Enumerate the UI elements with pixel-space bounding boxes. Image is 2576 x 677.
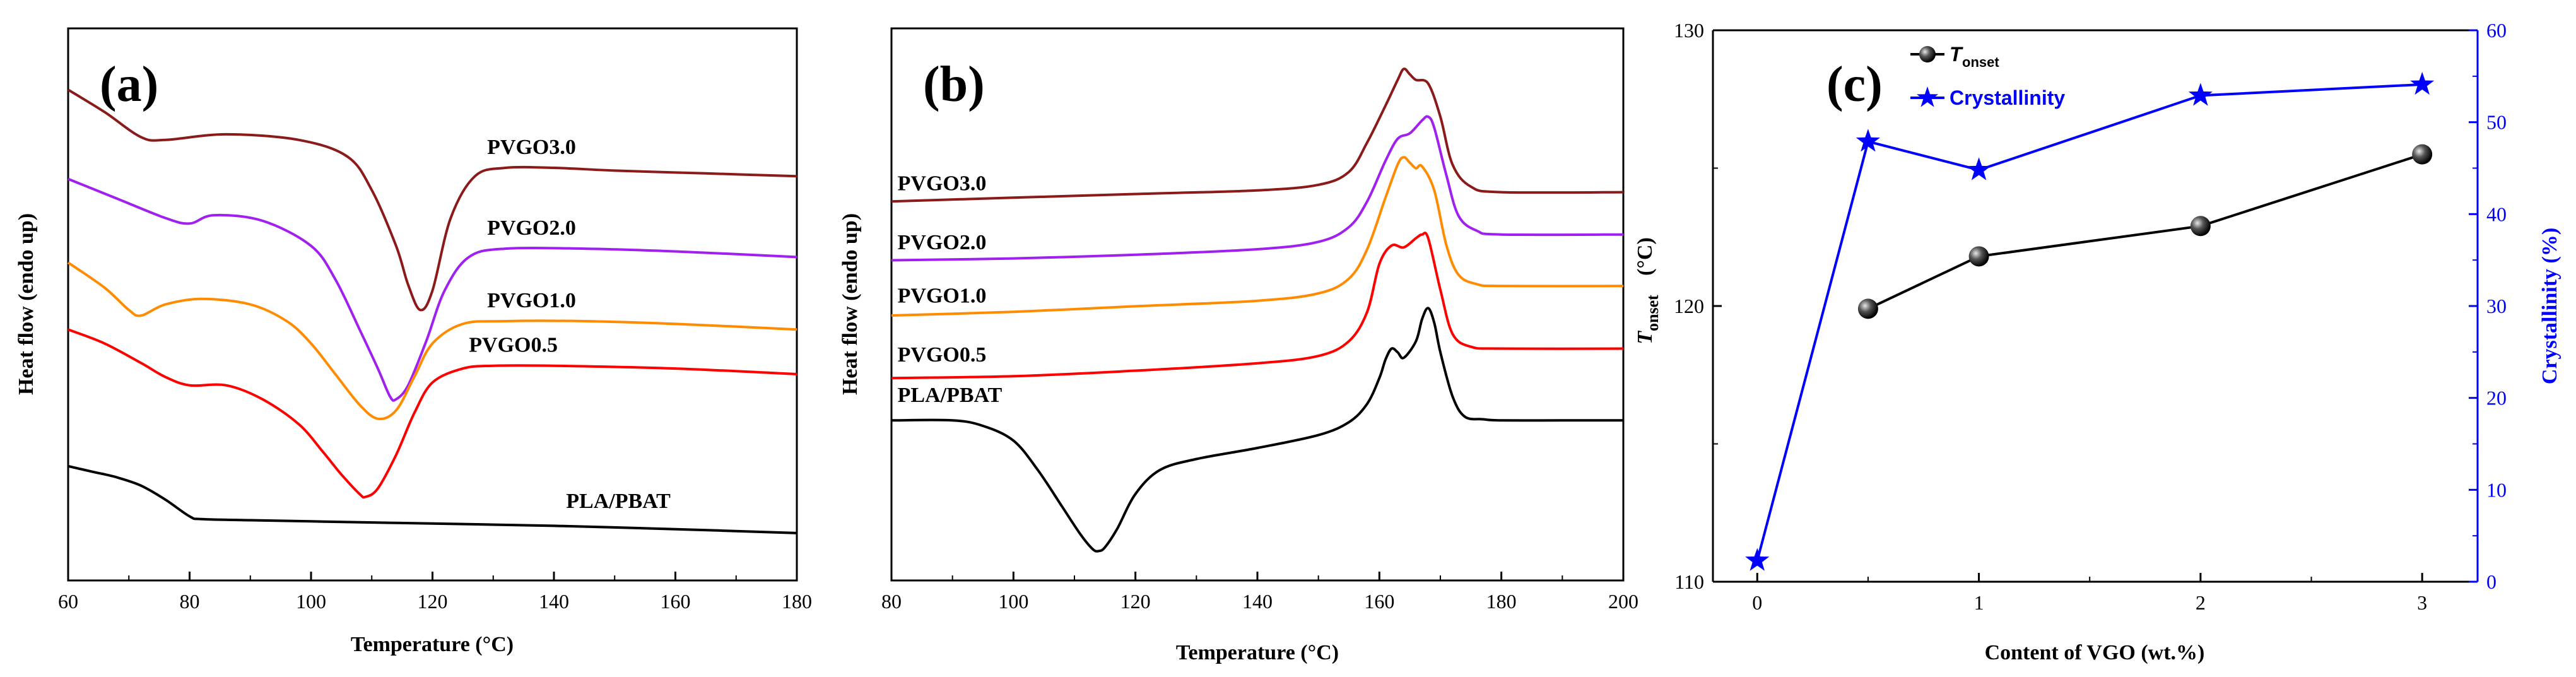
panel-a-frame xyxy=(67,27,798,582)
panel-a-series: PVGO3.0 PVGO2.0 PVGO1.0 PVGO0.5 PLA/PBAT xyxy=(67,88,797,534)
x-tick-label: 3 xyxy=(2417,591,2427,614)
panel-c-left-y-axis-label: T onset (°C) xyxy=(1633,237,1662,344)
x-tick-label: 60 xyxy=(58,590,78,613)
legend-crystallinity-marker xyxy=(1916,86,1939,107)
panel-a-label-pvgo0-5: PVGO0.5 xyxy=(469,334,558,357)
x-tick-label: 120 xyxy=(418,590,448,613)
panel-c-x-axis-label: Content of VGO (wt.%) xyxy=(1985,641,2205,664)
crystallinity-point xyxy=(2410,71,2435,95)
panel-c-right-y-axis-label: Crystallinity (%) xyxy=(2538,228,2561,384)
panel-b: (b) PVGO3.0 PVGO2.0 PVGO1.0 PVGO0.5 PLA/PBAT… xyxy=(838,27,1638,664)
x-tick-label: 0 xyxy=(1752,591,1762,614)
tonset-line xyxy=(1867,153,2423,310)
panel-b-label: (b) xyxy=(923,57,985,112)
panel-b-x-axis-label: Temperature (°C) xyxy=(1176,641,1339,664)
panel-a-x-axis-label: Temperature (°C) xyxy=(351,633,514,656)
panel-b-y-axis-label: Heat flow (endo up) xyxy=(838,213,862,395)
right-y-tick-label: 10 xyxy=(2486,478,2507,501)
left-y-tick-label: 130 xyxy=(1674,19,1704,42)
legend-tonset-marker xyxy=(1919,46,1936,62)
panel-b-curve-pla-pbat xyxy=(891,307,1623,553)
panel-c-legend: T onset Crystallinity xyxy=(1910,43,2065,109)
x-tick-label: 180 xyxy=(1486,590,1517,613)
panel-a-label: (a) xyxy=(100,57,158,112)
tonset-point xyxy=(1968,246,1989,267)
x-tick-label: 100 xyxy=(296,590,326,613)
right-y-tick-label: 20 xyxy=(2486,387,2507,409)
x-tick-label: 160 xyxy=(661,590,691,613)
panel-b-curve-pvgo1-0 xyxy=(891,156,1624,317)
right-y-tick-label: 40 xyxy=(2486,203,2507,225)
crystallinity-point xyxy=(1745,548,1770,571)
panel-b-label-pvgo1-0: PVGO1.0 xyxy=(898,285,987,308)
crystallinity-line xyxy=(1756,83,2423,562)
panel-a-curve-pvgo1-0 xyxy=(67,261,797,421)
panel-c-ticks: 0 1 2 3 110 120 130 0 10 20 30 40 50 60 xyxy=(1674,19,2507,614)
panel-b-curve-pvgo0-5 xyxy=(891,232,1624,380)
panel-a-curve-pvgo0-5 xyxy=(68,328,797,499)
crystallinity-point xyxy=(2188,83,2213,106)
crystallinity-point xyxy=(1967,157,1991,180)
panel-c-label: (c) xyxy=(1826,57,1883,112)
x-tick-label: 180 xyxy=(782,590,812,613)
right-y-tick-label: 60 xyxy=(2486,19,2507,42)
left-y-tick-label: 120 xyxy=(1674,295,1704,317)
x-tick-label: 80 xyxy=(180,590,200,613)
panel-b-label-pvgo2-0: PVGO2.0 xyxy=(898,231,987,254)
panel-a-label-pvgo1-0: PVGO1.0 xyxy=(487,289,576,312)
right-y-tick-label: 50 xyxy=(2486,111,2507,134)
x-tick-label: 200 xyxy=(1608,590,1638,613)
panel-b-curve-pvgo3-0 xyxy=(891,68,1624,203)
panel-a-label-pvgo2-0: PVGO2.0 xyxy=(487,216,576,240)
panel-a: (a) PVGO3.0 PVGO2.0 PVGO1.0 PVGO0.5 PLA/PBAT… xyxy=(15,27,812,656)
right-y-tick-label: 0 xyxy=(2486,570,2497,593)
panel-a-curve-pvgo3-0 xyxy=(67,88,797,312)
tonset-point xyxy=(2190,216,2211,237)
panel-a-curve-pla-pbat xyxy=(68,464,797,534)
panel-b-label-pvgo0-5: PVGO0.5 xyxy=(898,343,987,367)
panel-c-series xyxy=(1745,71,2435,571)
tonset-axis-label-unit: (°C) xyxy=(1633,237,1657,276)
tonset-axis-label-t: T xyxy=(1633,331,1657,344)
right-y-tick-label: 30 xyxy=(2486,295,2507,317)
tonset-point xyxy=(2412,144,2433,165)
tonset-point xyxy=(1857,298,1878,319)
left-y-tick-label: 110 xyxy=(1674,570,1704,593)
legend-crystallinity-label: Crystallinity xyxy=(1950,86,2065,109)
x-tick-label: 100 xyxy=(998,590,1028,613)
panel-a-label-pvgo3-0: PVGO3.0 xyxy=(487,136,576,159)
legend-tonset-label: T xyxy=(1950,43,1963,66)
panel-a-curve-pvgo2-0 xyxy=(68,177,797,402)
x-tick-label: 2 xyxy=(2196,591,2206,614)
panel-b-series: PVGO3.0 PVGO2.0 PVGO1.0 PVGO0.5 PLA/PBAT xyxy=(891,68,1624,553)
panel-b-frame xyxy=(890,27,1625,582)
panel-b-curve-pvgo2-0 xyxy=(891,115,1624,262)
panel-a-y-axis-label: Heat flow (endo up) xyxy=(15,213,38,395)
panel-b-label-pvgo3-0: PVGO3.0 xyxy=(898,172,987,196)
panel-a-x-ticks: 60 80 100 120 140 160 180 xyxy=(58,572,812,613)
x-tick-label: 120 xyxy=(1120,590,1151,613)
legend-tonset-sub: onset xyxy=(1962,54,1999,70)
x-tick-label: 140 xyxy=(539,590,569,613)
x-tick-label: 80 xyxy=(881,590,902,613)
crystallinity-point xyxy=(1856,129,1880,152)
panel-c: (c) 0 1 2 3 110 120 130 0 10 20 30 40 50 60 Content o… xyxy=(1633,19,2561,664)
panel-b-label-pla-pbat: PLA/PBAT xyxy=(898,384,1003,407)
panel-b-x-ticks: 80 100 120 140 160 180 200 xyxy=(881,572,1638,613)
x-tick-label: 160 xyxy=(1364,590,1394,613)
x-tick-label: 140 xyxy=(1242,590,1273,613)
x-tick-label: 1 xyxy=(1974,591,1984,614)
panel-a-label-pla-pbat: PLA/PBAT xyxy=(566,490,671,513)
tonset-axis-label-sub: onset xyxy=(1644,295,1662,331)
